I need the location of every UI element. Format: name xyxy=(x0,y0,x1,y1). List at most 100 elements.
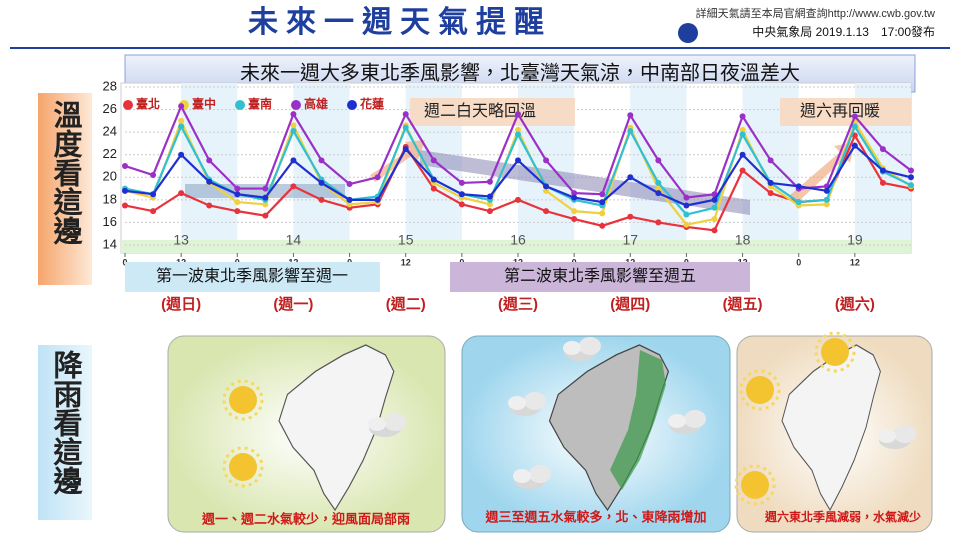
warm-arrow xyxy=(370,140,425,182)
point xyxy=(627,112,634,119)
weekday-label: (週五) xyxy=(723,295,763,313)
night-band xyxy=(181,83,238,253)
point xyxy=(234,191,241,198)
point xyxy=(739,113,746,120)
point xyxy=(908,167,914,174)
point xyxy=(823,201,830,208)
point xyxy=(823,187,830,194)
wave-label: 第一波東北季風影響至週一 xyxy=(156,266,348,285)
website: 詳細天氣請至本局官網查詢http://www.cwb.gov.tw xyxy=(696,6,935,20)
point xyxy=(683,221,690,228)
point xyxy=(318,179,325,186)
point xyxy=(571,208,578,215)
point xyxy=(739,131,746,138)
point xyxy=(655,219,662,226)
weekday-label: (週日) xyxy=(161,295,201,313)
point xyxy=(346,196,353,203)
point xyxy=(599,210,606,217)
side-label: 溫度看這邊 xyxy=(49,100,84,246)
day-label: 17 xyxy=(622,232,638,248)
point xyxy=(627,128,634,135)
wave-box xyxy=(450,262,750,292)
wave-box xyxy=(125,262,380,292)
logo xyxy=(678,23,698,43)
legend-label: 花蓮 xyxy=(360,96,385,111)
point xyxy=(262,194,269,201)
point xyxy=(711,204,718,211)
day-label: 18 xyxy=(735,232,751,248)
legend-swatch xyxy=(235,100,245,110)
point xyxy=(543,208,550,215)
annotation: 週二白天略回溫 xyxy=(424,102,536,120)
point xyxy=(823,196,830,203)
point xyxy=(515,111,521,118)
point xyxy=(458,201,465,208)
point xyxy=(627,174,634,181)
point xyxy=(908,174,914,181)
annotation: 週六再回暖 xyxy=(800,102,880,120)
point xyxy=(290,128,297,135)
point xyxy=(515,131,521,138)
point xyxy=(290,157,297,164)
point xyxy=(178,123,185,130)
annotation-box xyxy=(410,98,575,126)
wave-label: 第二波東北季風影響至週五 xyxy=(504,266,696,285)
issuer: 中央氣象局 2019.1.13 17:00發布 xyxy=(752,24,935,39)
point xyxy=(683,211,690,218)
point xyxy=(178,103,185,110)
map-caption: 週六東北季風減弱，水氣減少 xyxy=(764,509,921,524)
point xyxy=(543,183,550,190)
point xyxy=(150,191,157,198)
point xyxy=(515,157,521,164)
legend-label: 臺中 xyxy=(192,96,216,111)
point xyxy=(599,191,606,198)
point xyxy=(346,201,353,208)
point xyxy=(458,179,465,186)
y-tick-label: 18 xyxy=(103,191,117,206)
day-label: 16 xyxy=(510,232,526,248)
day-band xyxy=(121,240,911,253)
point xyxy=(543,157,550,164)
weekday-label: (週六) xyxy=(835,295,875,313)
night-band xyxy=(630,83,687,253)
point xyxy=(655,185,662,192)
point xyxy=(879,179,886,186)
point xyxy=(262,212,269,219)
point xyxy=(122,163,128,169)
y-tick-label: 14 xyxy=(103,236,117,251)
x-tick-label: 12 xyxy=(401,257,411,267)
point xyxy=(458,191,465,198)
chart: 141618202224262801201201201201201201213(… xyxy=(103,78,914,313)
point xyxy=(150,208,157,215)
side-box xyxy=(38,345,92,520)
weekday-label: (週二) xyxy=(386,295,426,313)
point xyxy=(234,199,241,206)
point xyxy=(290,122,297,129)
point xyxy=(515,126,521,133)
point xyxy=(908,182,914,189)
point xyxy=(150,172,157,179)
point xyxy=(795,183,802,190)
map-caption: 週三至週五水氣較多，北、東降雨增加 xyxy=(484,509,706,524)
point xyxy=(402,111,409,118)
point xyxy=(655,190,662,197)
point xyxy=(290,111,297,118)
point xyxy=(879,146,886,153)
rain-area xyxy=(610,350,666,490)
point xyxy=(515,196,521,203)
legend-swatch xyxy=(347,100,357,110)
point xyxy=(599,199,606,206)
point xyxy=(262,185,269,192)
point xyxy=(206,178,213,185)
side-box xyxy=(38,93,92,285)
point xyxy=(627,213,634,220)
legend-label: 高雄 xyxy=(304,96,328,111)
point xyxy=(711,196,718,203)
x-tick-label: 0 xyxy=(796,257,801,267)
point xyxy=(262,201,269,208)
point xyxy=(122,202,128,209)
point xyxy=(402,124,409,131)
point xyxy=(374,174,381,181)
point xyxy=(346,181,353,188)
